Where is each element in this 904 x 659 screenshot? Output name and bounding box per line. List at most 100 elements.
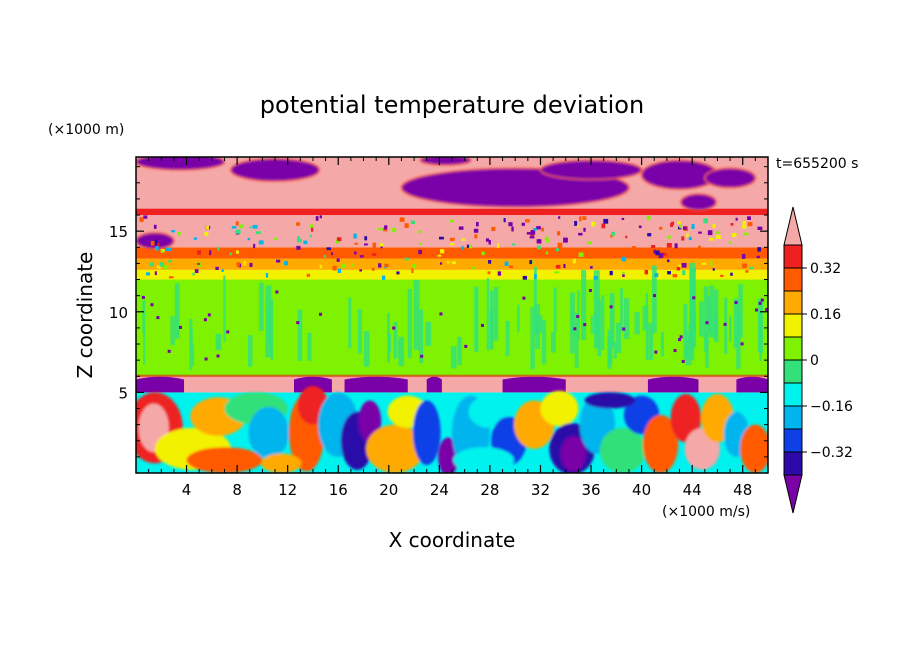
speckle xyxy=(319,215,322,219)
speckle xyxy=(217,246,220,251)
speckle xyxy=(336,258,340,262)
mid-streak xyxy=(733,298,739,348)
speckle xyxy=(336,247,341,253)
speckle xyxy=(730,272,733,276)
colorbar-swatch xyxy=(783,428,803,453)
layer-upper-red xyxy=(136,247,768,259)
speckle xyxy=(496,243,500,249)
speckle xyxy=(446,261,450,264)
speckle xyxy=(319,312,323,316)
speckle xyxy=(323,255,327,258)
mid-streak xyxy=(517,304,520,332)
speckle xyxy=(412,264,417,269)
mid-streak xyxy=(757,298,764,353)
speckle xyxy=(253,243,256,249)
turbulent-cell xyxy=(584,392,636,409)
speckle xyxy=(143,215,148,219)
speckle xyxy=(364,236,368,241)
speckle xyxy=(396,271,400,275)
speckle xyxy=(529,260,533,265)
mid-streak xyxy=(493,287,499,341)
mid-streak xyxy=(642,305,649,331)
mid-streak xyxy=(490,290,494,350)
speckle xyxy=(621,256,627,262)
mid-streak xyxy=(425,322,432,346)
speckle xyxy=(236,250,239,254)
speckle xyxy=(659,226,663,230)
speckle xyxy=(215,266,219,270)
mid-streak xyxy=(634,312,640,335)
colorbar-label: 0.16 xyxy=(810,307,841,323)
speckle xyxy=(194,269,199,273)
speckle xyxy=(364,243,368,246)
turbulent-cell xyxy=(599,427,646,473)
speckle xyxy=(438,236,444,240)
y-axis-label: Z coordinate xyxy=(73,252,97,379)
speckle xyxy=(265,272,269,278)
mid-streak xyxy=(189,318,193,370)
mid-streak xyxy=(486,278,490,351)
mid-streak xyxy=(689,262,696,336)
speckle xyxy=(235,229,241,234)
speckle xyxy=(609,305,613,309)
speckle xyxy=(371,253,377,256)
speckle xyxy=(653,249,656,254)
x-unit-label: (×1000 m/s) xyxy=(662,504,750,520)
speckle xyxy=(235,221,239,226)
speckle xyxy=(578,252,584,257)
speckle xyxy=(715,234,721,240)
inversion-lid xyxy=(426,376,442,393)
speckle xyxy=(765,308,768,312)
speckle xyxy=(487,271,491,275)
mid-streak xyxy=(505,320,510,356)
speckle xyxy=(197,250,202,255)
speckle xyxy=(296,222,301,226)
speckle xyxy=(674,243,678,249)
mid-streak xyxy=(297,309,303,361)
x-tick-label: 16 xyxy=(329,481,348,499)
mid-streak xyxy=(707,296,711,334)
mid-streak xyxy=(474,286,479,352)
colorbar-extend-bottom xyxy=(783,474,803,514)
speckle xyxy=(741,254,746,259)
mid-streak xyxy=(593,270,600,335)
speckle xyxy=(359,269,363,272)
speckle xyxy=(164,265,169,270)
mid-streak xyxy=(683,304,688,359)
upper-cloud xyxy=(704,167,756,189)
mid-streak xyxy=(709,285,715,338)
speckle xyxy=(653,294,657,298)
speckle xyxy=(310,227,314,232)
x-tick-label: 24 xyxy=(430,481,449,499)
y-tick-label: 15 xyxy=(109,223,128,241)
speckle xyxy=(588,289,592,293)
speckle xyxy=(177,231,181,236)
speckle xyxy=(231,226,237,229)
mid-streak xyxy=(729,315,732,342)
speckle xyxy=(221,269,224,272)
mid-streak xyxy=(174,283,180,339)
speckle xyxy=(541,227,544,232)
x-tick-label: 32 xyxy=(531,481,550,499)
mid-streak xyxy=(601,295,605,351)
turbulent-cell xyxy=(438,437,459,473)
x-tick-label: 28 xyxy=(480,481,499,499)
speckle xyxy=(384,225,388,230)
speckle xyxy=(522,296,526,300)
colorbar-swatch xyxy=(783,313,803,338)
speckle xyxy=(673,349,677,353)
turbulent-cell xyxy=(560,435,586,472)
speckle xyxy=(529,236,535,239)
mid-streak xyxy=(457,336,462,365)
mid-streak xyxy=(530,307,535,370)
turbulent-cell xyxy=(540,390,579,427)
colorbar-swatch xyxy=(783,244,803,269)
speckle xyxy=(747,216,751,221)
colorbar-swatch xyxy=(783,290,803,315)
speckle xyxy=(621,217,625,220)
speckle xyxy=(647,276,651,279)
speckle xyxy=(536,239,542,244)
colorbar-label: 0.32 xyxy=(810,261,841,277)
speckle xyxy=(666,242,672,248)
speckle xyxy=(525,219,530,223)
